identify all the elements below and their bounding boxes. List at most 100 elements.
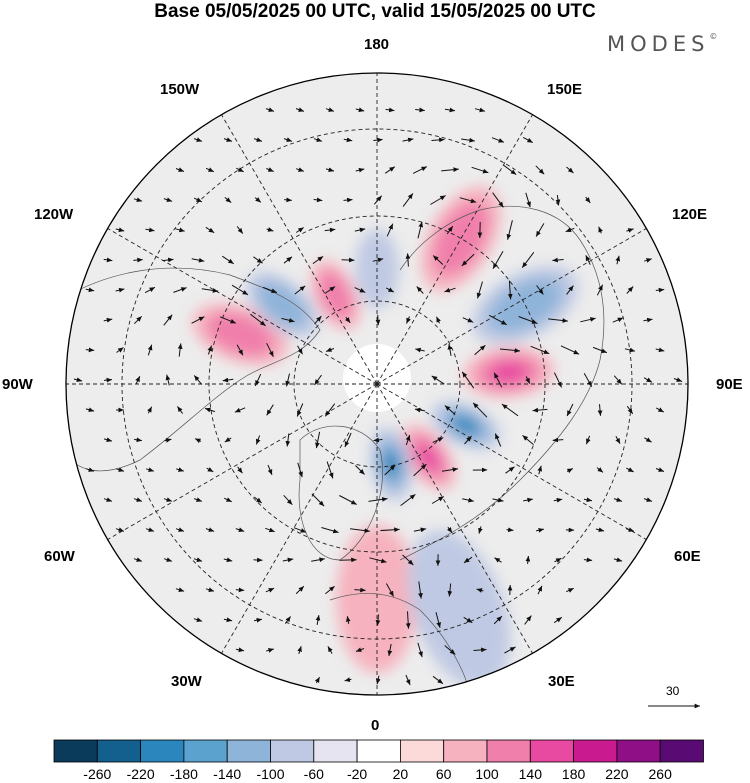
wind-vector (266, 648, 274, 653)
wind-vector (583, 557, 593, 563)
wind-vector (235, 527, 245, 532)
wind-vector (223, 557, 233, 563)
colorbar-swatch (616, 739, 661, 763)
wind-vector (472, 402, 488, 418)
wind-vector (644, 258, 652, 263)
wind-vector (535, 527, 545, 533)
wind-vector (283, 494, 293, 506)
wind-vector (459, 197, 477, 204)
wind-vector (444, 107, 456, 113)
wind-vector (266, 404, 274, 416)
wind-vector (296, 227, 304, 233)
wind-vector (585, 435, 591, 445)
wind-vector (354, 227, 366, 233)
wind-vector (613, 375, 623, 385)
colorbar-tick-label: 100 (475, 766, 499, 782)
wind-vector (295, 107, 305, 112)
wind-vector (175, 227, 185, 233)
lon-label-150w: 150W (160, 81, 200, 98)
wind-vector (205, 587, 215, 592)
wind-vector (522, 136, 534, 144)
wind-vector (255, 435, 261, 445)
wind-vector (205, 226, 215, 234)
wind-vector (555, 194, 561, 206)
wind-vector (503, 164, 517, 176)
wind-vector (325, 585, 335, 595)
wind-vector (354, 287, 366, 293)
lon-label-90e: 90E (716, 376, 743, 393)
wind-vector (612, 317, 624, 323)
lon-label-150e: 150E (547, 81, 583, 98)
wind-vector (523, 497, 533, 503)
wind-vector (145, 227, 155, 233)
wind-vector (297, 345, 303, 355)
wind-vector (402, 137, 414, 143)
wind-vector (494, 557, 502, 563)
wind-vector (553, 616, 563, 624)
wind-vector (313, 197, 323, 203)
wind-vector (673, 377, 683, 382)
wind-vector (193, 375, 203, 385)
wind-vector (405, 434, 411, 446)
colorbar-tick-label: 180 (561, 766, 586, 782)
wind-vector (402, 193, 414, 207)
wind-vector (493, 372, 503, 388)
wind-vector (501, 403, 519, 417)
wind-vector (537, 465, 543, 475)
wind-vector (175, 167, 185, 172)
wind-vector (266, 227, 274, 232)
wind-vector (414, 407, 426, 413)
wind-vector (372, 257, 384, 263)
wind-vector (253, 137, 263, 142)
wind-vector (373, 437, 383, 443)
wind-vector (385, 107, 395, 113)
wind-vector (266, 167, 274, 172)
colorbar-swatch (399, 739, 445, 763)
wind-vector (431, 137, 445, 143)
wind-vector (235, 587, 245, 593)
wind-vector (471, 166, 489, 174)
colorbar-tick-label: 260 (648, 766, 672, 782)
wind-vector (385, 583, 395, 597)
europe-coast (329, 593, 471, 695)
wind-vector (375, 314, 381, 326)
wind-vector (133, 197, 143, 202)
wind-vector (85, 467, 95, 472)
wind-vector (413, 463, 427, 477)
wind-vector (133, 315, 143, 325)
colorbar-swatch (356, 739, 401, 763)
wind-vector (344, 432, 352, 448)
wind-vector (565, 587, 575, 593)
wind-vector (431, 375, 445, 385)
wind-vector (163, 557, 173, 562)
wind-vector (655, 287, 665, 293)
wind-vector (236, 167, 244, 173)
wind-vector (536, 285, 544, 295)
wind-vector (344, 316, 351, 324)
colorbar-tick-label: -140 (213, 766, 242, 782)
colorbar-swatch (270, 739, 315, 763)
wind-vector (400, 494, 416, 506)
pole-hole (343, 344, 411, 412)
vector-reference-label: 30 (666, 684, 680, 698)
wind-vector (73, 377, 83, 383)
wind-vector (175, 587, 185, 592)
wind-vector (236, 226, 244, 234)
wind-vector (265, 107, 275, 112)
wind-vector (144, 286, 156, 294)
wind-vector (265, 587, 275, 593)
meridian-line (221, 383, 378, 654)
wind-vector (85, 407, 95, 413)
wind-vector (193, 617, 203, 622)
wind-vector (343, 197, 353, 203)
wind-vector (462, 497, 474, 503)
wind-vector (85, 347, 95, 353)
wind-vector (164, 438, 172, 443)
wind-vector (463, 616, 473, 624)
wind-vector (103, 257, 113, 263)
wind-vector (324, 403, 336, 417)
wind-vector (643, 317, 653, 323)
wind-vector (311, 493, 325, 507)
modes-logo: MODES© (607, 32, 718, 56)
